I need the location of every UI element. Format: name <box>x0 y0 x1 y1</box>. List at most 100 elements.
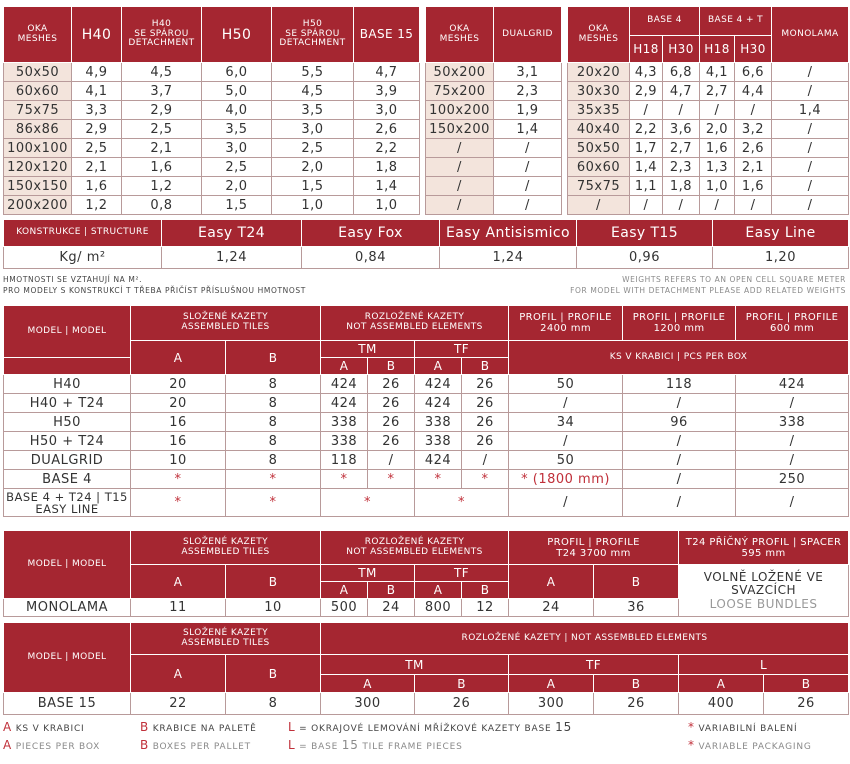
row-label: 150x200 <box>425 119 494 139</box>
cell: 3,0 <box>201 138 272 158</box>
header-base4-t: BASE 4 + T <box>698 6 773 36</box>
table-row: 20x20 4,3 6,8 4,1 6,6/ <box>567 62 850 82</box>
header-model: MODEL | MODEL <box>3 622 131 693</box>
cell: * <box>367 469 416 489</box>
header-tm: TM <box>320 340 416 358</box>
cell: * (1800 mm) <box>508 469 624 489</box>
cell: / <box>493 176 562 196</box>
row-label: 60x60 <box>567 157 630 177</box>
cell: / <box>629 195 663 215</box>
cell: 26 <box>367 374 416 394</box>
header-h40: H40 <box>71 6 122 63</box>
note-left-2: PRO MODELY S KONSTRUKCÍ T TŘEBA PŘIČÍST … <box>3 286 306 295</box>
cell: 118 <box>320 450 369 470</box>
cell: 424 <box>735 374 850 394</box>
weights-table-base4: OKA MESHES BASE 4 BASE 4 + T MONOLAMA H1… <box>567 6 850 215</box>
cell: * <box>130 469 226 489</box>
cell: 118 <box>622 374 737 394</box>
cell: 2,5 <box>121 119 202 139</box>
legend-b-en: B BOXES PER PALLET <box>140 738 251 752</box>
cell: 2,2 <box>629 119 663 139</box>
row-label: / <box>425 157 494 177</box>
cell: 4,5 <box>271 81 354 101</box>
cell: / <box>493 195 562 215</box>
structure-value: 1,20 <box>712 246 849 269</box>
cell: 3,5 <box>201 119 272 139</box>
cell: 4,3 <box>629 62 663 82</box>
packaging-table-monolama: MODEL | MODEL SLOŽENÉ KAZETY ASSEMBLED T… <box>3 530 850 617</box>
header-profile-t24: PROFIL | PROFILE T24 3700 mm <box>508 530 680 565</box>
loose-bundles-cell: VOLNĚ LOŽENÉ VE SVAZCÍCH LOOSE BUNDLES <box>678 564 850 617</box>
cell: 2,7 <box>662 138 700 158</box>
cell: 4,1 <box>699 62 735 82</box>
row-label: 35x35 <box>567 100 630 120</box>
cell: / <box>771 176 850 196</box>
cell: / <box>733 195 773 215</box>
table-row: 50x50 1,7 2,7 1,6 2,6/ <box>567 138 850 158</box>
header-base4: BASE 4 <box>629 6 700 36</box>
header-meshes: OKA MESHES <box>567 6 630 63</box>
header-b: B <box>367 581 416 599</box>
legend-star-cz: * VARIABILNÍ BALENÍ <box>688 720 798 734</box>
header-l: L <box>678 654 850 675</box>
table-row: 40x40 2,2 3,6 2,0 3,2/ <box>567 119 850 139</box>
cell: 338 <box>414 412 463 432</box>
cell: 3,6 <box>662 119 700 139</box>
table-row: / / <box>425 138 562 158</box>
header-h50-detachment: H50 SE SPÁROU DETACHMENT <box>271 6 354 63</box>
cell: 1,3 <box>699 157 735 177</box>
weights-table-dualgrid: OKA MESHES DUALGRID 50x200 3,1 75x200 2,3 10… <box>425 6 562 215</box>
cell: 6,8 <box>662 62 700 82</box>
cell: / <box>699 195 735 215</box>
loose-bundles-cz: VOLNĚ LOŽENÉ VE SVAZCÍCH <box>703 569 824 597</box>
cell: 50 <box>508 450 624 470</box>
note-left-1: HMOTNOSTI SE VZTAHUJÍ NA M². <box>3 275 143 284</box>
cell: 1,9 <box>493 100 562 120</box>
cell: / <box>629 100 663 120</box>
cell: 8 <box>224 431 322 451</box>
row-label: H40 + T24 <box>3 393 131 413</box>
cell: / <box>461 450 510 470</box>
cell: 2,1 <box>733 157 773 177</box>
cell: 8 <box>224 374 322 394</box>
note-right-2: FOR MODEL WITH DETACHMENT PLEASE ADD REL… <box>570 286 846 295</box>
header-spacer: T24 PŘÍČNÝ PROFIL | SPACER 595 mm <box>678 530 850 565</box>
header-tm: TM <box>320 564 416 582</box>
legend-l-cz: L = OKRAJOVÉ LEMOVÁNÍ MŘÍŽKOVÉ KAZETY BA… <box>288 720 573 734</box>
row-label: 200x200 <box>3 195 72 215</box>
header-b: B <box>763 674 850 693</box>
header-b: B <box>461 581 510 599</box>
model-name: BASE 15 <box>3 692 131 715</box>
cell: 2,5 <box>271 138 354 158</box>
header-b: B <box>414 674 510 693</box>
cell: / <box>367 450 416 470</box>
row-label: 86x86 <box>3 119 72 139</box>
header-model: MODEL | MODEL <box>3 530 131 599</box>
table-row: 200x200 1,2 0,8 1,5 1,0 1,0 <box>3 195 420 215</box>
header-meshes: OKA MESHES <box>3 6 72 63</box>
structure-value: 1,24 <box>161 246 302 269</box>
cell: 4,5 <box>121 62 202 82</box>
legend-l-en: L = BASE 15 TILE FRAME PIECES <box>288 738 463 752</box>
cell: / <box>508 488 624 517</box>
cell: 10 <box>130 450 226 470</box>
cell: 0,8 <box>121 195 202 215</box>
cell: * <box>224 469 322 489</box>
cell: 424 <box>414 374 463 394</box>
cell: 16 <box>130 431 226 451</box>
table-row: 86x86 2,9 2,5 3,5 3,0 2,6 <box>3 119 420 139</box>
table-row: H40 + T24 20 8 424 26 424 26// / <box>3 393 850 413</box>
table-row: / / / / / / <box>567 195 850 215</box>
header-b: B <box>461 357 510 375</box>
table-row: 60x60 1,4 2,3 1,3 2,1/ <box>567 157 850 177</box>
header-a: A <box>130 340 226 375</box>
packaging-table-main: MODEL | MODEL SLOŽENÉ KAZETY ASSEMBLED T… <box>3 305 850 517</box>
cell: 1,8 <box>353 157 420 177</box>
cell: 12 <box>461 598 510 617</box>
model-name: BASE 4 + T24 | T15 EASY LINE <box>3 488 131 517</box>
cell: 300 <box>320 692 416 715</box>
header-assembled: SLOŽENÉ KAZETY ASSEMBLED TILES <box>129 530 322 565</box>
header-h40-detachment: H40 SE SPÁROU DETACHMENT <box>121 6 202 63</box>
header-tf: TF <box>414 340 510 358</box>
cell: / <box>622 393 737 413</box>
